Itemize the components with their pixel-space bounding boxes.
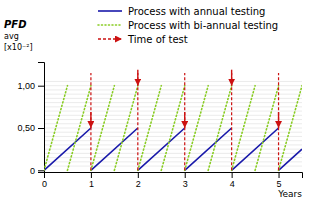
grid-line [44,98,302,99]
y-tick-mark [38,128,44,129]
test-markers [91,70,279,171]
grid-line [44,123,302,124]
grid-line [44,111,302,112]
legend-label: Time of test [127,34,188,45]
y-axis-title: avg [4,32,19,41]
x-tick-label: 3 [183,179,188,189]
x-tick-label: 1 [89,179,94,189]
legend-entry: Process with annual testing [98,6,265,17]
x-axis-line [45,173,303,179]
x-axis-title: Years [277,189,302,199]
plot: 0 1 2 3 4 5 0 0,50 1,00 [17,63,302,190]
legend-entry: Process with bi-annual testing [98,20,278,31]
grid-line [44,166,302,167]
grid [44,81,302,166]
y-tick: 1,00 [17,81,44,91]
grid-line [44,81,302,82]
grid-line [44,157,302,158]
grid-line [44,153,302,154]
y-tick: 0 [30,166,44,176]
grid-line [44,102,302,103]
grid-line [44,94,302,95]
x-tick-label: 5 [277,179,282,189]
y-tick-mark [38,170,44,171]
y-tick-mark [38,86,44,87]
grid-line [44,149,302,150]
grid-line [44,161,302,162]
series-line [44,86,302,171]
legend-swatch [98,10,122,12]
test-arrow [90,112,91,128]
grid-line [44,132,302,133]
x-tick: 2 [136,172,141,189]
legend-label: Process with bi-annual testing [128,20,278,31]
legend-entry: Time of test [98,34,188,45]
x-tick: 4 [230,172,235,189]
x-axis: 0 1 2 3 4 5 [42,172,303,189]
test-arrow [137,70,138,86]
test-arrow [231,70,232,86]
x-tick-mark [91,172,92,178]
x-tick-label: 4 [230,179,235,189]
y-tick-label: 0,50 [17,123,35,133]
legend-swatch [98,38,122,40]
series-line [44,128,302,170]
x-tick-label: 2 [136,179,141,189]
x-tick-mark [185,172,186,178]
x-tick-mark [279,172,280,178]
grid-line [44,106,302,107]
grid-line [44,89,302,90]
x-tick: 0 [42,172,47,189]
y-tick: 0,50 [17,123,44,133]
x-tick-mark [232,172,233,178]
x-tick: 5 [277,172,282,189]
grid-line [44,119,302,120]
y-tick-label: 1,00 [17,81,35,91]
x-tick-label: 0 [42,179,47,189]
test-line [278,73,279,170]
y-axis: 0 0,50 1,00 [17,63,44,176]
test-line [90,73,91,170]
grid-line [44,85,302,86]
test-arrow [278,112,279,128]
x-tick: 1 [89,172,94,189]
test-line [184,73,185,170]
x-tick: 3 [183,172,188,189]
marks [44,70,302,171]
y-axis-title: PFD [4,19,26,30]
legend-swatch [98,24,122,26]
test-line [137,73,138,170]
x-tick-mark [138,172,139,178]
test-arrow [184,112,185,128]
grid-line [44,144,302,145]
chart: 0 1 2 3 4 5 0 0,50 1,00 Years PFD avg [x10⁻²] Process… [0,0,312,200]
y-axis-title: [x10⁻²] [4,43,33,52]
test-line [231,73,232,170]
y-tick-label: 0 [30,166,35,176]
y-axis-line [38,63,45,173]
legend-label: Process with annual testing [128,6,265,17]
legend: Process with annual testing Process with … [98,6,278,45]
